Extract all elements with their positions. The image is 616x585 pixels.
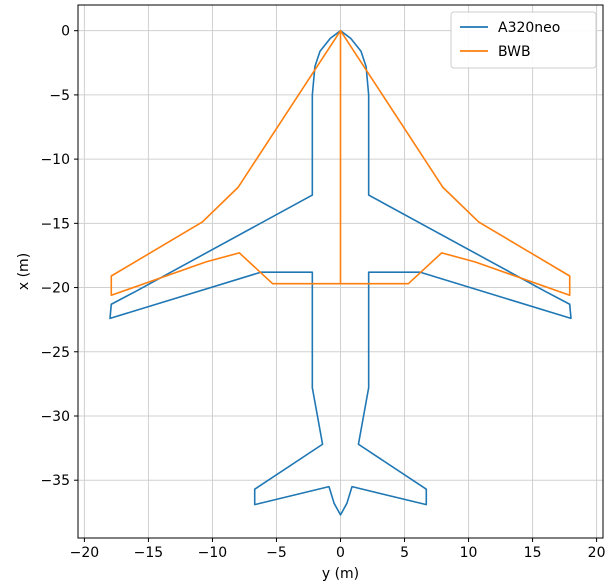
x-tick-label-0: −20 [70,545,100,561]
x-tick-label-2: −10 [198,545,228,561]
y-tick-label-4: −20 [40,281,70,297]
x-tick-label-4: 0 [336,545,345,561]
x-tick-label-3: −5 [266,545,287,561]
x-tick-label-6: 10 [460,545,478,561]
x-tick-label-1: −15 [134,545,164,561]
series-line-a320neo [109,30,572,516]
axes-layer: −20 −15 −10 −5 0 5 10 15 20 0 −5 −10 −15 −20 −25 −30 −35… [16,4,606,582]
y-tick-label-5: −25 [40,345,70,361]
legend-box [450,11,597,69]
x-tick-label-8: 20 [588,545,606,561]
y-tick-label-0: 0 [61,24,70,40]
legend-label-a320neo: A320neo [498,20,560,36]
y-tick-label-3: −15 [40,216,70,232]
legend: A320neo BWB [450,11,597,69]
x-tick-label-7: 15 [524,545,542,561]
y-tick-label-6: −30 [40,409,70,425]
series-line-bwb [110,29,571,297]
legend-label-bwb: BWB [498,44,531,60]
y-tick-label-1: −5 [49,88,70,104]
y-tick-label-2: −10 [40,152,70,168]
x-tick-label-5: 5 [400,545,409,561]
x-axis-label: y (m) [322,566,359,582]
y-axis-label: x (m) [16,253,32,290]
y-tick-label-7: −35 [40,473,70,489]
plot-layer [109,29,572,516]
